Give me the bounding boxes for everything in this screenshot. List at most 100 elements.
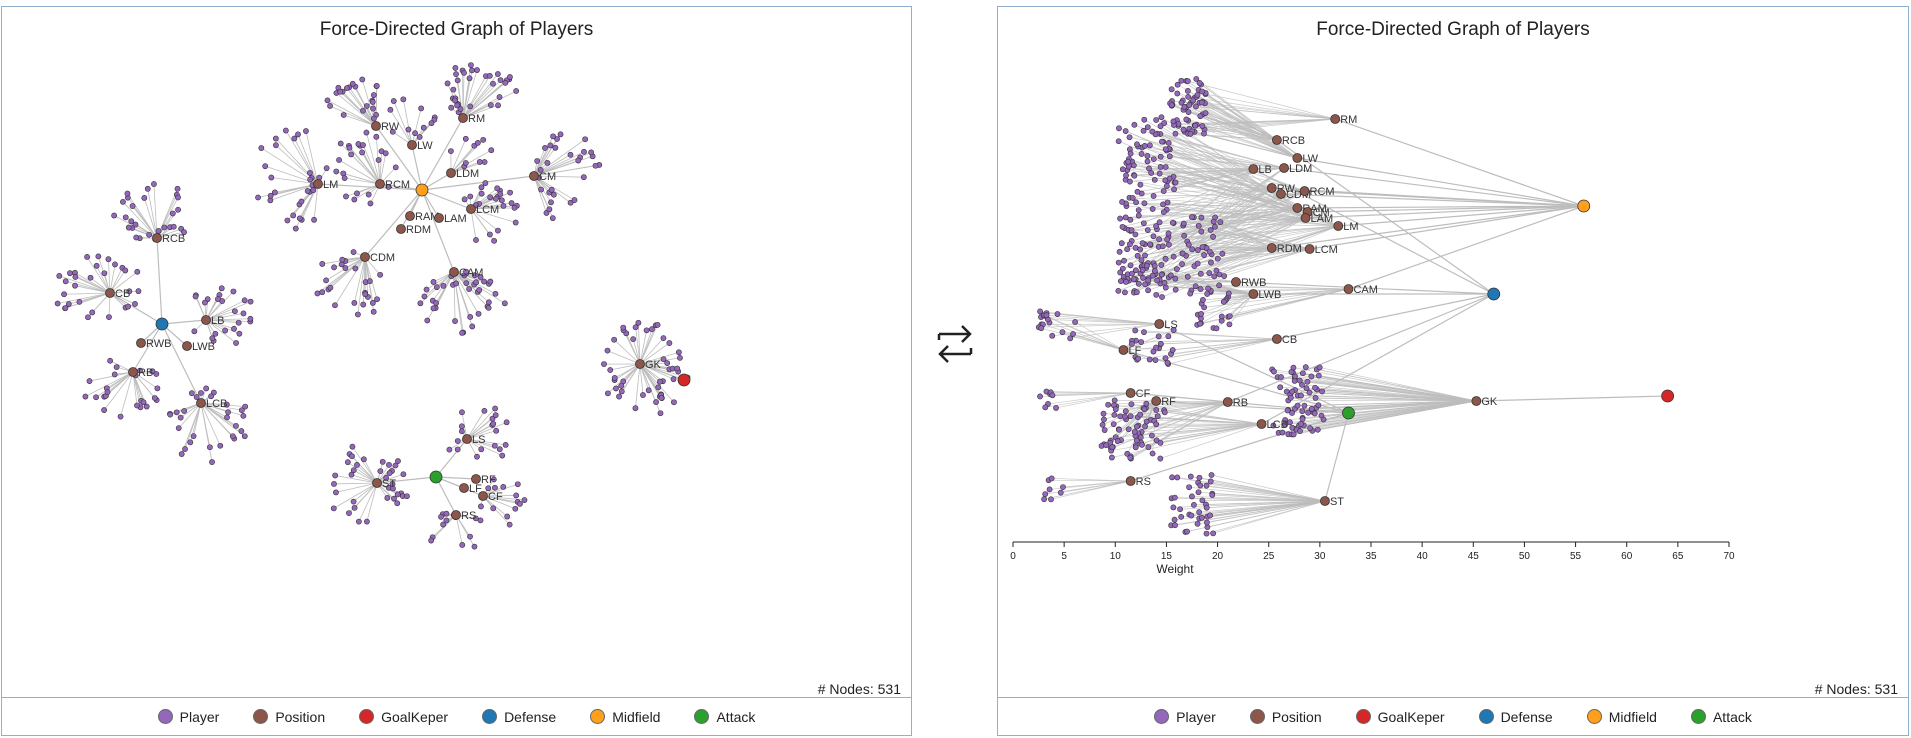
link xyxy=(1041,327,1124,351)
legend-item-goalkeeper[interactable]: GoalKeper xyxy=(359,709,448,725)
legend-item-position[interactable]: Position xyxy=(1249,709,1322,725)
player-node xyxy=(350,249,357,255)
legend-item-position[interactable]: Position xyxy=(253,709,325,725)
player-node xyxy=(1146,142,1153,149)
link xyxy=(1153,193,1281,197)
link xyxy=(1201,102,1336,120)
player-node xyxy=(175,194,181,201)
legend-item-player[interactable]: Player xyxy=(157,709,219,725)
legend-item-defense[interactable]: Defense xyxy=(482,709,556,725)
player-node xyxy=(178,451,185,457)
player-node xyxy=(1168,102,1175,109)
link xyxy=(470,208,477,241)
position-node xyxy=(1151,396,1162,406)
player-node xyxy=(400,471,407,478)
legend-item-defense[interactable]: Defense xyxy=(1478,708,1553,725)
position-label: RS xyxy=(1136,476,1151,488)
link xyxy=(1280,193,1584,207)
player-node xyxy=(567,151,574,158)
player-node xyxy=(400,96,407,103)
panel-title: Force-Directed Graph of Players xyxy=(319,19,594,40)
legend-item-midfield[interactable]: Midfield xyxy=(590,709,660,725)
player-node xyxy=(632,324,639,331)
player-node xyxy=(1194,92,1201,98)
player-node xyxy=(1060,484,1066,491)
player-node xyxy=(1160,209,1167,216)
position-label: RF xyxy=(1161,396,1176,408)
position-node xyxy=(1271,135,1282,145)
player-node xyxy=(643,327,650,334)
player-node xyxy=(480,136,487,143)
player-node xyxy=(235,319,242,326)
player-node xyxy=(304,188,311,194)
link xyxy=(1302,400,1477,420)
player-node xyxy=(657,410,664,417)
player-node xyxy=(84,254,91,260)
player-node xyxy=(104,389,111,396)
link xyxy=(1044,480,1131,500)
position-node xyxy=(396,224,406,234)
player-node xyxy=(477,274,484,280)
defense-hub-node xyxy=(155,317,169,331)
legend-item-goalkeeper[interactable]: GoalKeper xyxy=(1355,709,1445,725)
player-node xyxy=(331,481,337,487)
player-node xyxy=(550,133,556,140)
position-label: LF xyxy=(1128,345,1141,357)
position-node xyxy=(152,233,162,243)
player-node xyxy=(1194,260,1201,267)
link xyxy=(1187,80,1336,120)
player-node xyxy=(1133,289,1140,296)
player-node xyxy=(1289,388,1296,395)
link xyxy=(1213,500,1326,534)
legend-item-midfield[interactable]: Midfield xyxy=(1586,709,1657,725)
player-node xyxy=(496,94,503,100)
legend-item-player[interactable]: Player xyxy=(1154,709,1216,725)
player-node xyxy=(1042,491,1049,498)
link xyxy=(411,144,423,191)
player-node xyxy=(1297,428,1303,435)
player-node xyxy=(363,103,370,109)
link xyxy=(358,482,378,522)
position-node xyxy=(1118,345,1129,355)
link xyxy=(85,371,134,397)
player-node xyxy=(1203,504,1210,511)
legend-label: Defense xyxy=(1500,708,1553,725)
player-node xyxy=(488,147,495,154)
link xyxy=(1297,157,1584,207)
force-directed-graph[interactable]: RM RCB LW LB LDM RW CDM RCM RAM CM LAM LM RDM LCM RWB L… xyxy=(2,7,911,697)
player-node xyxy=(466,286,472,292)
link xyxy=(1052,392,1131,396)
player-node xyxy=(463,280,470,287)
player-node xyxy=(1153,344,1159,351)
player-node xyxy=(467,533,473,540)
swap-layout-button[interactable] xyxy=(933,318,977,370)
player-node xyxy=(389,128,396,135)
link xyxy=(1132,168,1254,199)
player-node xyxy=(1137,181,1144,188)
link xyxy=(421,117,464,191)
legend-item-attack[interactable]: Attack xyxy=(1690,709,1752,725)
position-node xyxy=(1300,213,1311,223)
player-node xyxy=(461,69,467,76)
player-node xyxy=(632,405,639,412)
player-node xyxy=(474,453,480,460)
player-node xyxy=(514,481,521,488)
link xyxy=(362,144,381,185)
legend-label: Position xyxy=(275,708,326,725)
position-node xyxy=(196,398,206,408)
player-node xyxy=(1174,474,1181,481)
link xyxy=(334,256,366,306)
link xyxy=(1160,423,1262,444)
player-node xyxy=(1190,97,1197,104)
position-label: LM xyxy=(1343,221,1358,233)
player-node xyxy=(412,130,418,137)
player-node xyxy=(1197,286,1204,292)
player-node xyxy=(1059,329,1066,336)
player-node xyxy=(324,97,331,104)
link xyxy=(1170,338,1277,355)
link xyxy=(1292,400,1477,414)
player-node xyxy=(1125,158,1132,165)
legend-item-attack[interactable]: Attack xyxy=(694,709,755,725)
link xyxy=(610,363,641,371)
